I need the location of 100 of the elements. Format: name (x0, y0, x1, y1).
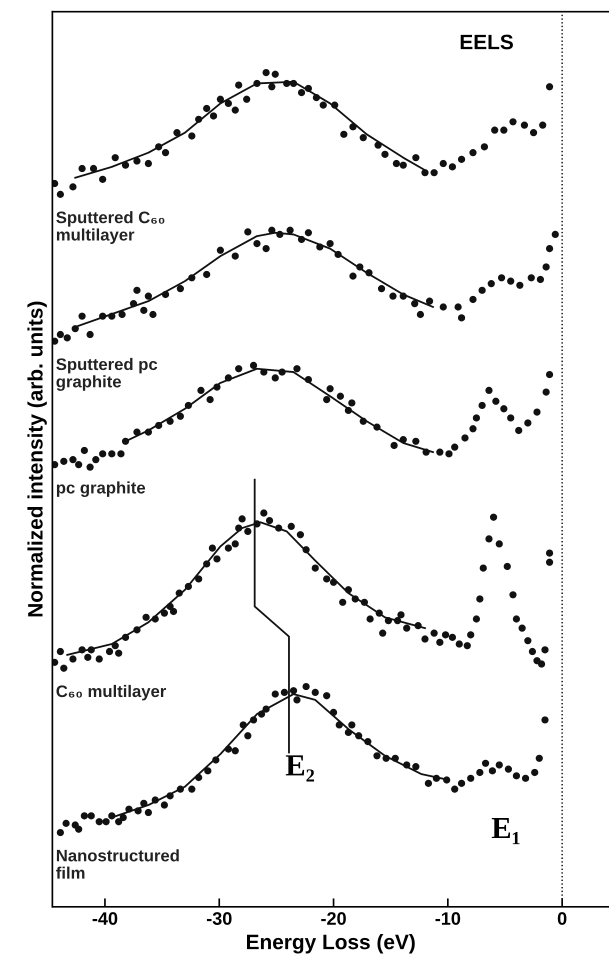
point (108, 450, 116, 458)
point (262, 244, 270, 252)
point (348, 399, 356, 407)
point (56, 330, 64, 338)
point (112, 154, 119, 162)
point (140, 306, 148, 314)
point (224, 100, 232, 108)
series-label: Sputtered C₆₀ multilayer (56, 211, 164, 244)
point (206, 396, 214, 404)
point (144, 292, 152, 300)
point (298, 88, 306, 96)
point (232, 252, 239, 260)
chart-title: EELS (460, 34, 513, 50)
point (60, 458, 68, 465)
x-tick-label: 0 (558, 912, 566, 925)
point (469, 149, 477, 156)
point (416, 310, 424, 318)
point (323, 396, 330, 404)
point (426, 298, 434, 305)
point (162, 149, 170, 156)
point (69, 456, 77, 464)
point (478, 402, 486, 410)
point (485, 386, 493, 394)
point (69, 183, 77, 190)
point (412, 154, 420, 162)
point (491, 126, 498, 134)
point (326, 240, 334, 248)
point (78, 164, 86, 172)
point (440, 160, 447, 168)
series-label: Nanostructured film (56, 849, 179, 879)
point (360, 134, 367, 142)
point (133, 428, 141, 436)
point (244, 228, 252, 236)
point (52, 180, 58, 188)
point (176, 412, 184, 420)
x-tick-label: -10 (436, 912, 460, 925)
point (99, 450, 106, 458)
point (390, 442, 398, 450)
point (509, 118, 517, 126)
point (272, 374, 279, 382)
point (336, 392, 344, 400)
point (539, 122, 546, 129)
point (516, 282, 524, 289)
point (80, 446, 88, 454)
point (524, 419, 532, 427)
point (421, 169, 429, 176)
point (293, 365, 301, 372)
point (268, 83, 276, 90)
annotation: E₁ (492, 818, 520, 844)
point (99, 176, 106, 183)
point (542, 388, 550, 396)
point (458, 314, 466, 322)
point (469, 296, 477, 304)
point (176, 285, 184, 292)
point (203, 104, 210, 112)
point (133, 286, 141, 294)
point (515, 426, 522, 434)
point (216, 246, 224, 254)
series-label: C₆₀ multilayer (56, 684, 166, 700)
point (320, 102, 327, 109)
point (440, 303, 447, 311)
point (448, 163, 456, 170)
point (210, 112, 218, 120)
point (472, 414, 480, 422)
point (492, 398, 500, 405)
point (56, 190, 64, 198)
point (272, 70, 279, 78)
point (500, 405, 508, 412)
series-label: Sputtered pc graphite (56, 358, 158, 391)
point (378, 285, 386, 292)
point (286, 226, 294, 234)
point (478, 286, 486, 294)
point (400, 162, 407, 169)
point (86, 464, 94, 471)
point (197, 386, 205, 394)
point (216, 96, 224, 103)
point (149, 310, 157, 318)
point (326, 385, 334, 392)
annotation: E₂ (286, 755, 314, 782)
point (520, 122, 528, 129)
point (133, 157, 141, 165)
point (461, 434, 469, 442)
point (507, 414, 514, 422)
point (552, 230, 559, 238)
point (340, 130, 348, 138)
point (117, 450, 125, 458)
point (411, 300, 418, 308)
point (304, 229, 312, 236)
point (90, 164, 98, 172)
point (546, 370, 554, 378)
point (188, 132, 196, 140)
point (542, 263, 550, 271)
point (144, 160, 152, 168)
point (430, 169, 438, 176)
series-label: pc graphite (56, 481, 146, 497)
point (122, 162, 130, 169)
x-tick-label: -40 (92, 912, 118, 925)
point (232, 106, 239, 114)
point (458, 156, 466, 163)
point (412, 438, 420, 445)
